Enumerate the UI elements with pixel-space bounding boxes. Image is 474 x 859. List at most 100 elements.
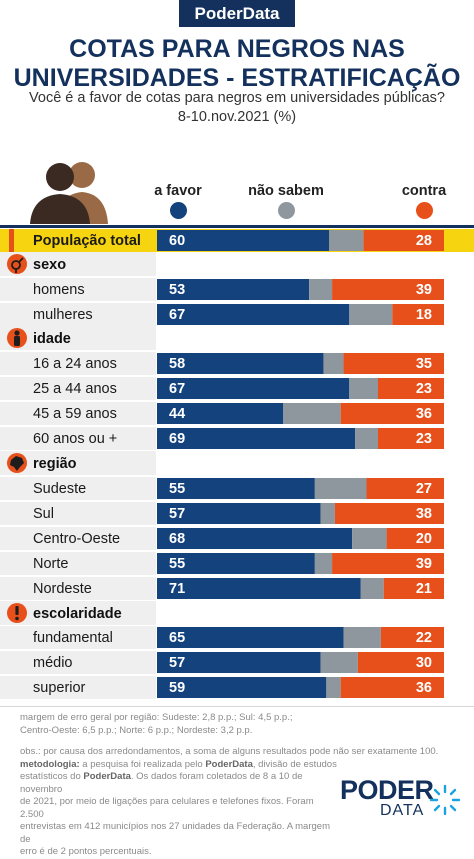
row-label-5: 16 a 24 anos [33, 356, 117, 372]
row-label-13: Norte [33, 556, 68, 572]
value-favor-2: 53 [169, 282, 185, 298]
value-contra-12: 20 [416, 531, 432, 547]
row-label-bg-11 [0, 502, 156, 525]
bar-favor-11 [157, 503, 321, 524]
row-label-17: médio [33, 655, 73, 671]
brand-tab: PoderData [179, 0, 295, 27]
title-line-1: COTAS PARA NEGROS NAS [69, 35, 405, 63]
row-label-11: Sul [33, 506, 54, 522]
bar-favor-14 [157, 578, 361, 599]
section-label-região: região [33, 456, 77, 472]
section-label-idade: idade [33, 331, 71, 347]
row-label-bg-8 [0, 427, 156, 450]
bar-contra-5 [343, 353, 444, 374]
bar-contra-2 [332, 279, 444, 300]
person-icon-body [14, 336, 20, 346]
legend-favor-label: a favor [154, 183, 202, 199]
methodology-line-1: metodologia: a pesquisa foi realizada pe… [20, 759, 340, 772]
logo-data-text: DATA [380, 802, 425, 819]
bar-nao-sabem-10 [314, 478, 367, 499]
legend-contra-dot [416, 202, 433, 219]
value-contra-3: 18 [416, 307, 432, 323]
bar-contra-18 [340, 677, 444, 698]
value-favor-12: 68 [169, 531, 185, 547]
bar-contra-8 [377, 428, 444, 449]
bar-contra-17 [357, 652, 444, 673]
row-label-bg-5 [0, 352, 156, 375]
value-favor-14: 71 [169, 581, 185, 597]
exclamation-icon-dot [15, 616, 19, 621]
bar-nao-sabem-3 [349, 304, 393, 325]
title-line-2: UNIVERSIDADES - ESTRATIFICAÇÃO [13, 64, 461, 92]
row-label-2: homens [33, 282, 85, 298]
value-contra-18: 36 [416, 680, 432, 696]
bar-favor-18 [157, 677, 327, 698]
bar-favor-10 [157, 478, 315, 499]
bar-nao-sabem-12 [352, 528, 387, 549]
legend-nao-sabem-dot [278, 202, 295, 219]
brazil-map-icon-shape [10, 456, 24, 471]
poderdata-logo: PODER DATA [340, 775, 465, 825]
bar-nao-sabem-7 [283, 403, 341, 424]
margin-note-line-1: margem de erro geral por região: Sudeste… [20, 712, 293, 723]
row-label-14: Nordeste [33, 581, 92, 597]
value-favor-3: 67 [169, 307, 185, 323]
row-label-6: 25 a 44 anos [33, 381, 117, 397]
row-label-12: Centro-Oeste [33, 531, 120, 547]
methodology-line-3: de 2021, por meio de ligações para celul… [20, 796, 314, 820]
value-contra-13: 39 [416, 556, 432, 572]
value-contra-11: 38 [416, 506, 432, 522]
gender-icon-bg-1 [7, 254, 27, 274]
bar-contra-11 [334, 503, 444, 524]
value-favor-16: 65 [169, 630, 185, 646]
bar-contra-0 [363, 230, 444, 251]
row-label-bg-13 [0, 552, 156, 575]
bar-contra-13 [332, 553, 444, 574]
legend-nao-sabem-label: não sabem [248, 183, 324, 199]
value-contra-6: 23 [416, 381, 432, 397]
value-contra-2: 39 [416, 282, 432, 298]
logo-sunburst-icon [429, 784, 461, 816]
methodology-text-3: estatísticos do [20, 771, 84, 782]
chart-title: COTAS PARA NEGROS NAS UNIVERSIDADES - ES… [0, 35, 474, 93]
methodology-note: obs.: por causa dos arredondamentos, a s… [20, 746, 438, 859]
footer-divider [0, 706, 474, 707]
bar-contra-6 [377, 378, 444, 399]
bar-favor-3 [157, 304, 350, 325]
section-label-sexo: sexo [33, 257, 66, 273]
legend-favor-dot [170, 202, 187, 219]
row-label-bg-7 [0, 402, 156, 425]
bar-nao-sabem-17 [320, 652, 358, 673]
value-contra-16: 22 [416, 630, 432, 646]
value-contra-8: 23 [416, 431, 432, 447]
bar-favor-17 [157, 652, 321, 673]
methodology-text-2: , divisão de estudos [252, 758, 337, 770]
value-favor-11: 57 [169, 506, 185, 522]
row-label-bg-18 [0, 676, 156, 699]
row-label-bg-10 [0, 477, 156, 500]
value-contra-0: 28 [416, 233, 432, 249]
section-label-escolaridade: escolaridade [33, 606, 122, 622]
row-label-bg-16 [0, 626, 156, 649]
row-label-16: fundamental [33, 630, 113, 646]
bar-nao-sabem-8 [355, 428, 378, 449]
value-contra-5: 35 [416, 356, 432, 372]
obs-note: obs.: por causa dos arredondamentos, a s… [20, 746, 439, 757]
methodology-line-5: erro é de 2 pontos percentuais. [20, 846, 152, 857]
value-favor-17: 57 [169, 655, 185, 671]
people-silhouette-icon [30, 162, 108, 224]
value-favor-6: 67 [169, 381, 185, 397]
stacked-bar-chart: População total 60 28 sexo homens 53 39 mulhere… [0, 229, 474, 699]
total-row-marker [9, 229, 14, 252]
chart-subtitle: Você é a favor de cotas para negros em u… [0, 89, 474, 127]
methodology-text-4: . Os dados foram coletados de 8 a 10 de … [20, 771, 303, 795]
bar-nao-sabem-2 [309, 279, 333, 300]
value-favor-7: 44 [169, 406, 185, 422]
row-label-bg-17 [0, 651, 156, 674]
bar-contra-16 [380, 627, 444, 648]
person-icon-head [14, 330, 20, 336]
bar-nao-sabem-16 [343, 627, 381, 648]
row-label-0: População total [33, 233, 141, 249]
row-label-18: superior [33, 680, 86, 696]
row-label-bg-14 [0, 577, 156, 600]
